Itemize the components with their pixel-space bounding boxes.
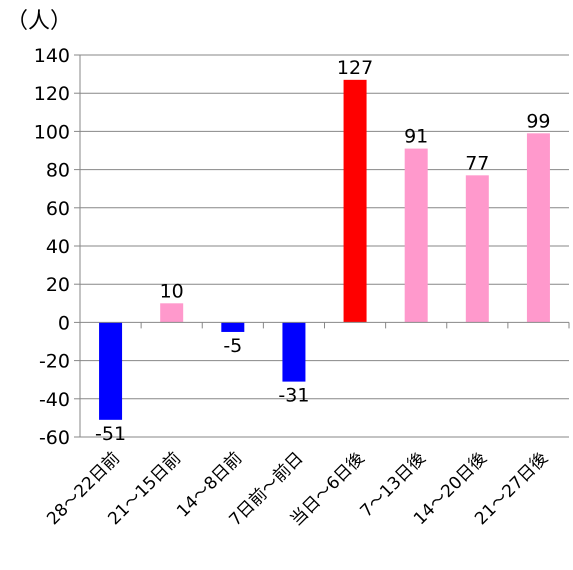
y-tick-label: 0 xyxy=(58,312,70,334)
y-tick-label: 40 xyxy=(46,236,70,258)
axes xyxy=(74,54,570,438)
bar xyxy=(99,322,123,420)
data-label: 91 xyxy=(404,126,428,148)
data-label: 127 xyxy=(337,57,373,79)
data-label: -5 xyxy=(223,335,242,357)
y-tick-label: 120 xyxy=(34,83,70,105)
bar xyxy=(526,133,550,323)
y-tick-labels: 140 120 100 80 60 40 20 0 -20 -40 -60 xyxy=(34,45,70,449)
data-labels: -51 10 -5 -31 127 91 77 99 xyxy=(95,57,550,445)
y-tick-label: -40 xyxy=(39,389,70,411)
bar xyxy=(282,322,306,382)
bar xyxy=(160,303,184,323)
y-unit-label: （人） xyxy=(6,9,72,34)
bar xyxy=(343,79,367,323)
bar xyxy=(404,148,428,323)
y-tick-label: 80 xyxy=(46,160,70,182)
bar xyxy=(465,175,489,323)
y-tick-label: -20 xyxy=(39,351,70,373)
bar xyxy=(221,322,245,332)
y-tick-label: 100 xyxy=(34,121,70,143)
y-tick-label: 60 xyxy=(46,198,70,220)
data-label: 77 xyxy=(465,152,489,174)
data-label: -51 xyxy=(95,423,126,445)
y-tick-label: -60 xyxy=(39,427,70,449)
data-label: 10 xyxy=(160,280,184,302)
y-tick-label: 140 xyxy=(34,45,70,67)
gridlines xyxy=(80,54,569,438)
category-labels: 28～22日前21～15日前14～8日前7日前～前日当日～6日後7～13日後14… xyxy=(43,448,552,530)
y-tick-label: 20 xyxy=(46,274,70,296)
data-label: 99 xyxy=(526,110,550,132)
data-label: -31 xyxy=(278,385,309,407)
bars xyxy=(99,79,550,420)
